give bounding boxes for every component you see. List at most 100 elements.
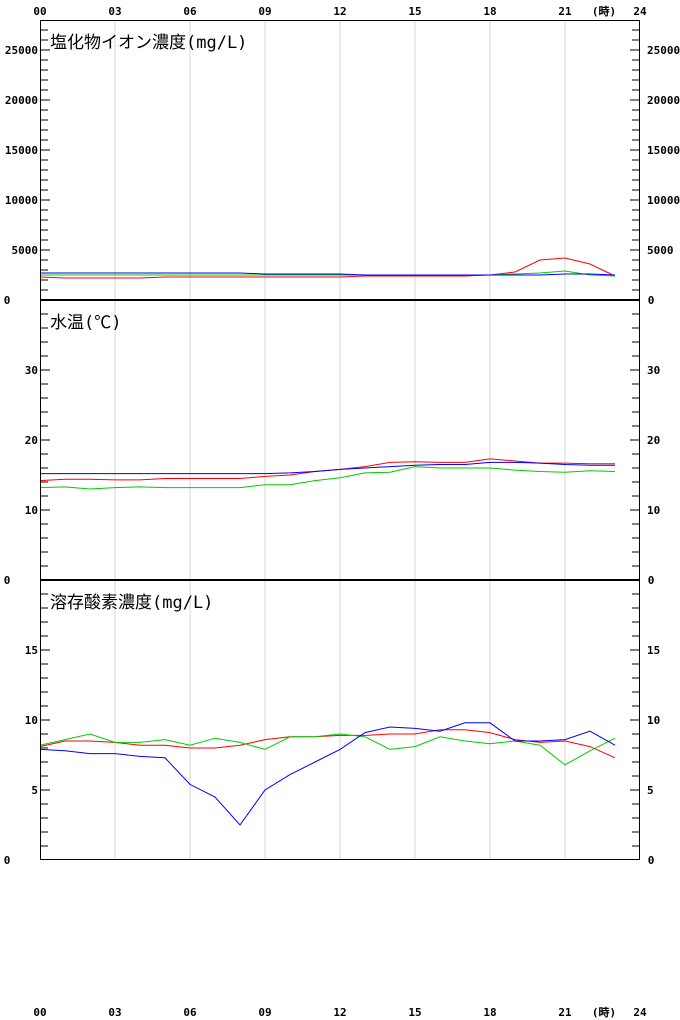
- x-tick-label-top: 24: [633, 5, 647, 18]
- x-tick-label-top: 21: [558, 5, 572, 18]
- data-point: [189, 783, 191, 785]
- data-point: [139, 479, 141, 481]
- data-point: [564, 270, 566, 272]
- data-point: [539, 272, 541, 274]
- data-point: [464, 274, 466, 276]
- series-line-2: [39, 733, 616, 766]
- data-point: [89, 740, 91, 742]
- data-point: [314, 273, 316, 275]
- data-point: [114, 741, 116, 743]
- data-point: [314, 761, 316, 763]
- data-point: [489, 467, 491, 469]
- data-point: [614, 464, 616, 466]
- data-point: [214, 276, 216, 278]
- data-point: [539, 462, 541, 464]
- y-tick-label-right: 10000: [647, 194, 680, 207]
- x-tick-label-top: 09: [258, 5, 271, 18]
- x-tick-label-bottom: 12: [333, 1006, 346, 1019]
- y-tick-label-left: 20000: [5, 94, 38, 107]
- data-point: [164, 739, 166, 741]
- series-line-1: [39, 458, 615, 482]
- data-point: [239, 741, 241, 743]
- data-point: [89, 478, 91, 480]
- data-point: [214, 478, 216, 480]
- data-point: [589, 470, 591, 472]
- x-tick-label-top: 03: [108, 5, 121, 18]
- data-point: [189, 276, 191, 278]
- y-tick-label-right: 30: [647, 364, 660, 377]
- data-point: [589, 730, 591, 732]
- series-line-1: [39, 257, 616, 279]
- data-point: [139, 486, 141, 488]
- data-point: [614, 274, 616, 276]
- data-point: [389, 726, 391, 728]
- y-tick-label-left: 5000: [12, 244, 39, 257]
- data-point: [364, 467, 366, 469]
- data-point: [364, 472, 366, 474]
- data-point: [114, 272, 116, 274]
- y-zero-label-left: 0: [4, 294, 11, 307]
- data-point: [489, 732, 491, 734]
- data-point: [614, 744, 616, 746]
- data-point: [164, 478, 166, 480]
- data-point: [214, 747, 216, 749]
- data-point: [139, 473, 141, 475]
- data-point: [64, 272, 66, 274]
- data-point: [114, 753, 116, 755]
- data-point: [189, 487, 191, 489]
- data-point: [139, 744, 141, 746]
- x-tick-label-bottom: 15: [408, 1006, 421, 1019]
- y-tick-label-left: 15: [25, 644, 38, 657]
- data-point: [114, 479, 116, 481]
- data-point: [64, 486, 66, 488]
- data-point: [114, 277, 116, 279]
- data-point: [514, 274, 516, 276]
- x-tick-label-top: 18: [483, 5, 496, 18]
- data-point: [64, 478, 66, 480]
- data-point: [239, 274, 241, 276]
- data-point: [589, 273, 591, 275]
- x-tick-label-bottom: 03: [108, 1006, 121, 1019]
- data-point: [464, 467, 466, 469]
- data-point: [389, 748, 391, 750]
- data-point: [614, 737, 616, 739]
- x-unit-label-top: (時): [592, 4, 616, 18]
- series-line-3: [40, 272, 616, 276]
- x-tick-label-bottom: 24: [633, 1006, 647, 1019]
- data-point: [239, 478, 241, 480]
- data-point: [164, 473, 166, 475]
- data-point: [239, 473, 241, 475]
- data-point: [214, 473, 216, 475]
- data-point: [464, 729, 466, 731]
- data-point: [389, 471, 391, 473]
- data-point: [64, 750, 66, 752]
- data-point: [289, 273, 291, 275]
- data-point: [489, 461, 491, 463]
- data-point: [139, 755, 141, 757]
- data-point: [89, 277, 91, 279]
- data-point: [164, 487, 166, 489]
- data-point: [89, 272, 91, 274]
- data-point: [289, 736, 291, 738]
- data-point: [489, 722, 491, 724]
- data-point: [589, 750, 591, 752]
- y-tick-label-left: 10: [25, 714, 38, 727]
- data-point: [439, 730, 441, 732]
- data-point: [464, 722, 466, 724]
- data-point: [539, 274, 541, 276]
- data-point: [114, 473, 116, 475]
- data-point: [139, 277, 141, 279]
- data-point: [514, 271, 516, 273]
- y-tick-label-left: 25000: [5, 44, 38, 57]
- data-point: [264, 739, 266, 741]
- panel-frame: [40, 580, 640, 860]
- x-unit-label-bottom: (時): [592, 1005, 616, 1019]
- data-point: [289, 484, 291, 486]
- y-zero-label-left: 0: [4, 854, 11, 867]
- data-point: [64, 277, 66, 279]
- data-point: [114, 487, 116, 489]
- data-point: [89, 274, 91, 276]
- data-point: [164, 276, 166, 278]
- y-zero-label-right: 0: [648, 574, 655, 587]
